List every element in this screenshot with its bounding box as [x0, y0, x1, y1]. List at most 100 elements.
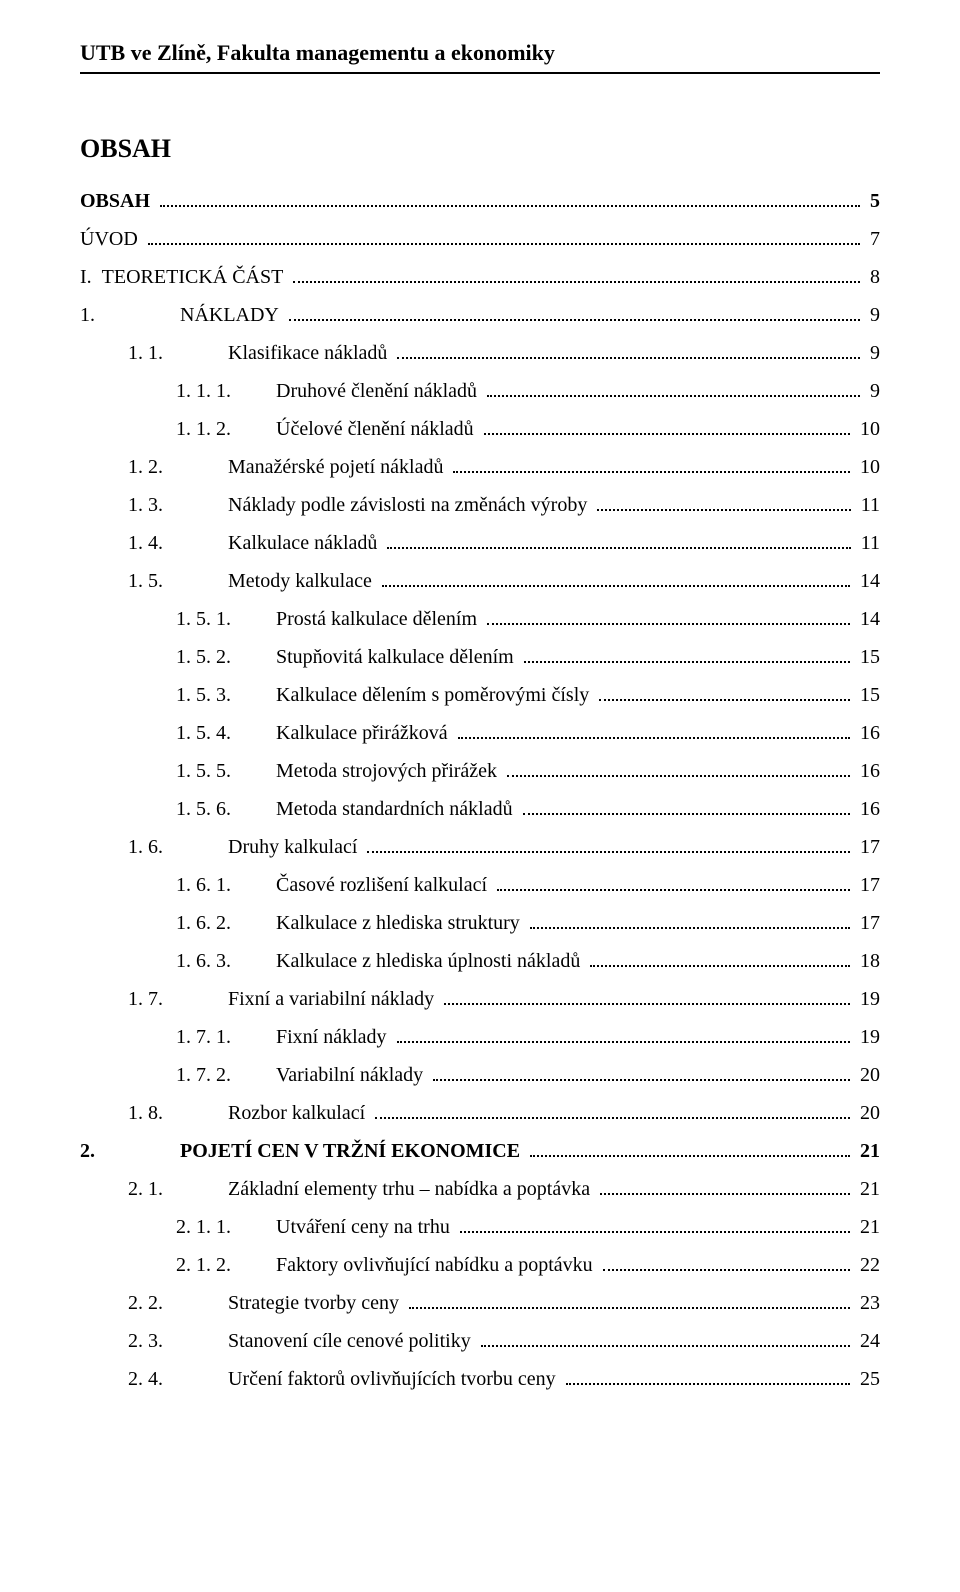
- toc-row: 1. 3.Náklady podle závislosti na změnách…: [80, 486, 880, 524]
- toc-row: 1. 7. 1.Fixní náklady19: [80, 1018, 880, 1056]
- toc-leader-dots: [433, 1064, 850, 1081]
- toc-page: 10: [854, 448, 880, 486]
- toc-number: 1. 7. 1.: [176, 1018, 276, 1056]
- toc-label: Utváření ceny na trhu: [276, 1208, 456, 1246]
- toc-page: 20: [854, 1056, 880, 1094]
- toc-page: 11: [855, 486, 880, 524]
- toc-page: 18: [854, 942, 880, 980]
- toc-number: 2. 1. 1.: [176, 1208, 276, 1246]
- toc-number: 1. 5. 5.: [176, 752, 276, 790]
- toc-leader-dots: [530, 1140, 850, 1157]
- toc-leader-dots: [530, 912, 850, 929]
- toc-label: Druhy kalkulací: [228, 828, 363, 866]
- toc-number: 1. 1. 1.: [176, 372, 276, 410]
- page-header: UTB ve Zlíně, Fakulta managementu a ekon…: [80, 40, 880, 74]
- toc-number: 1. 1. 2.: [176, 410, 276, 448]
- toc-number: 1. 6.: [128, 828, 228, 866]
- toc-page: 20: [854, 1094, 880, 1132]
- toc-leader-dots: [397, 342, 860, 359]
- toc-label: Strategie tvorby ceny: [228, 1284, 405, 1322]
- toc-page: 9: [864, 296, 880, 334]
- toc-leader-dots: [289, 304, 860, 321]
- toc-label: Faktory ovlivňující nabídku a poptávku: [276, 1246, 599, 1284]
- toc-page: 21: [854, 1208, 880, 1246]
- toc-page: 8: [864, 258, 880, 296]
- toc-label: Klasifikace nákladů: [228, 334, 393, 372]
- toc-row: 2. 1.Základní elementy trhu – nabídka a …: [80, 1170, 880, 1208]
- toc-label: Kalkulace nákladů: [228, 524, 383, 562]
- toc-row: ÚVOD7: [80, 220, 880, 258]
- toc-leader-dots: [603, 1254, 850, 1271]
- toc-row: 2. 1. 1.Utváření ceny na trhu 21: [80, 1208, 880, 1246]
- toc-label: Kalkulace z hlediska struktury: [276, 904, 526, 942]
- toc-row: OBSAH 5: [80, 182, 880, 220]
- toc-row: I.TEORETICKÁ ČÁST8: [80, 258, 880, 296]
- toc-page: 7: [864, 220, 880, 258]
- toc-label: Náklady podle závislosti na změnách výro…: [228, 486, 593, 524]
- toc-label: POJETÍ CEN V TRŽNÍ EKONOMICE: [180, 1132, 526, 1170]
- toc-number: 1. 5. 4.: [176, 714, 276, 752]
- toc-leader-dots: [397, 1026, 850, 1043]
- table-of-contents: OBSAH5ÚVOD7I.TEORETICKÁ ČÁST81.NÁKLADY91…: [80, 182, 880, 1398]
- toc-leader-dots: [600, 1178, 850, 1195]
- toc-row: 1. 7.Fixní a variabilní náklady19: [80, 980, 880, 1018]
- toc-row: 1. 1. 1.Druhové členění nákladů 9: [80, 372, 880, 410]
- toc-leader-dots: [460, 1216, 850, 1233]
- toc-number: 1.: [80, 296, 180, 334]
- toc-row: 2. 4.Určení faktorů ovlivňujících tvorbu…: [80, 1360, 880, 1398]
- toc-label: Druhové členění nákladů: [276, 372, 483, 410]
- toc-number: 1. 5. 2.: [176, 638, 276, 676]
- toc-row: 1. 5. 4.Kalkulace přirážková16: [80, 714, 880, 752]
- toc-label: Fixní a variabilní náklady: [228, 980, 440, 1018]
- toc-number: 1. 7.: [128, 980, 228, 1018]
- toc-label: Metoda standardních nákladů: [276, 790, 519, 828]
- toc-leader-dots: [597, 494, 850, 511]
- toc-leader-dots: [160, 190, 860, 207]
- toc-page: 25: [854, 1360, 880, 1398]
- toc-page: 21: [854, 1132, 880, 1170]
- toc-leader-dots: [458, 722, 850, 739]
- toc-page: 5: [864, 182, 880, 220]
- toc-number: 2. 4.: [128, 1360, 228, 1398]
- toc-leader-dots: [148, 228, 860, 245]
- toc-leader-dots: [566, 1368, 850, 1385]
- toc-row: 1. 6. 3.Kalkulace z hlediska úplnosti ná…: [80, 942, 880, 980]
- toc-label: Stanovení cíle cenové politiky: [228, 1322, 477, 1360]
- toc-row: 1. 5. 1.Prostá kalkulace dělením14: [80, 600, 880, 638]
- toc-leader-dots: [497, 874, 850, 891]
- toc-label: Prostá kalkulace dělením: [276, 600, 483, 638]
- toc-page: 10: [854, 410, 880, 448]
- toc-row: 1. 2.Manažérské pojetí nákladů10: [80, 448, 880, 486]
- toc-label: Kalkulace z hlediska úplnosti nákladů: [276, 942, 586, 980]
- toc-number: 2. 1. 2.: [176, 1246, 276, 1284]
- toc-leader-dots: [507, 760, 850, 777]
- toc-number: 2.: [80, 1132, 180, 1170]
- toc-label: Účelové členění nákladů: [276, 410, 480, 448]
- toc-page: 17: [854, 828, 880, 866]
- toc-label: Kalkulace dělením s poměrovými čísly: [276, 676, 595, 714]
- toc-page: 9: [864, 334, 880, 372]
- toc-label: Rozbor kalkulací: [228, 1094, 371, 1132]
- toc-number: 2. 2.: [128, 1284, 228, 1322]
- toc-number: 1. 8.: [128, 1094, 228, 1132]
- toc-row: 1. 6. 2.Kalkulace z hlediska struktury17: [80, 904, 880, 942]
- toc-label: Metody kalkulace: [228, 562, 378, 600]
- toc-row: 1. 1. 2.Účelové členění nákladů 10: [80, 410, 880, 448]
- toc-page: 22: [854, 1246, 880, 1284]
- toc-page: 16: [854, 790, 880, 828]
- toc-label: OBSAH: [80, 182, 156, 220]
- toc-row: 2. 1. 2.Faktory ovlivňující nabídku a po…: [80, 1246, 880, 1284]
- toc-leader-dots: [382, 570, 850, 587]
- toc-number: 1. 6. 3.: [176, 942, 276, 980]
- toc-label: Určení faktorů ovlivňujících tvorbu ceny: [228, 1360, 562, 1398]
- toc-label: Fixní náklady: [276, 1018, 393, 1056]
- toc-row: 1.NÁKLADY9: [80, 296, 880, 334]
- toc-page: 14: [854, 562, 880, 600]
- toc-page: 15: [854, 638, 880, 676]
- toc-number: 1. 4.: [128, 524, 228, 562]
- toc-leader-dots: [444, 988, 850, 1005]
- toc-page: 9: [864, 372, 880, 410]
- toc-row: 1. 5. 3.Kalkulace dělením s poměrovými č…: [80, 676, 880, 714]
- toc-leader-dots: [487, 380, 860, 397]
- toc-number: 1. 1.: [128, 334, 228, 372]
